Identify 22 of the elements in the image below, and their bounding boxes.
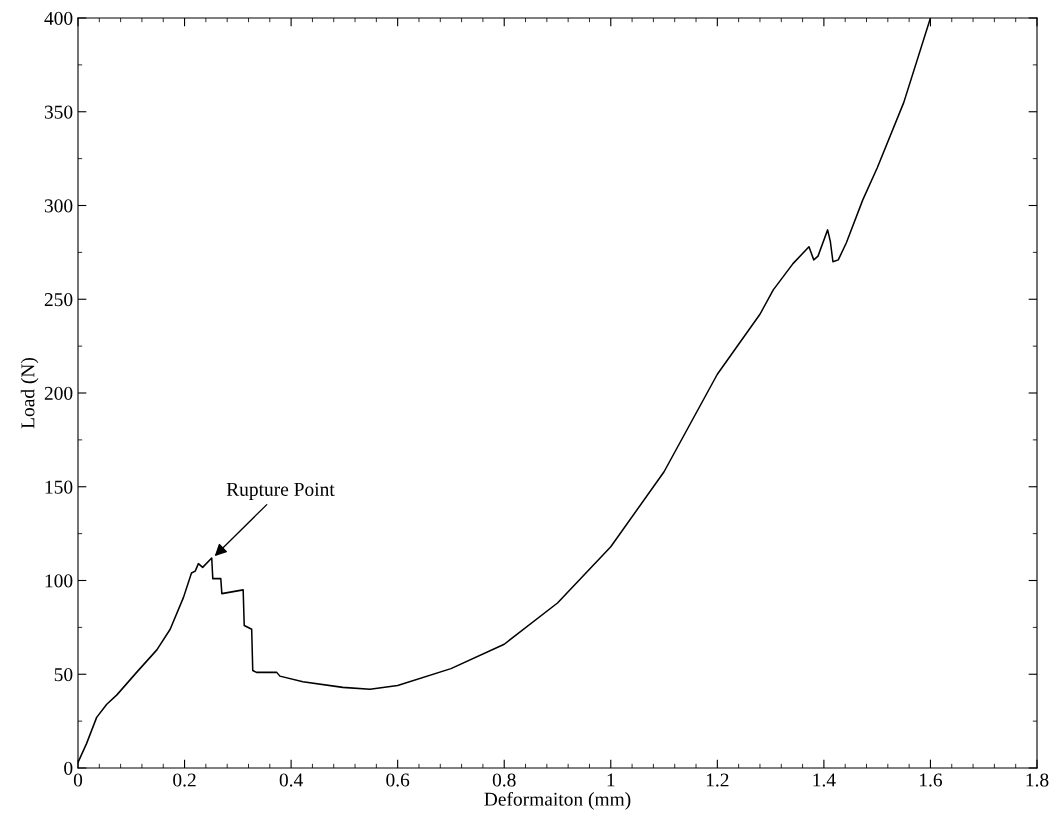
y-tick-label: 200 xyxy=(44,386,73,400)
y-tick-label: 100 xyxy=(45,574,73,588)
y-tick-label: 250 xyxy=(44,293,73,307)
x-axis-title: Deformaiton (mm) xyxy=(484,791,631,810)
x-tick-label: 0.6 xyxy=(386,773,410,787)
x-tick-label: 1.8 xyxy=(1026,773,1049,787)
x-tick-label: 0 xyxy=(73,773,83,787)
x-tick-label: 1.6 xyxy=(920,773,943,787)
y-tick-label: 300 xyxy=(44,199,73,213)
x-tick-label: 1 xyxy=(607,773,615,787)
x-tick-label: 1.2 xyxy=(706,773,729,787)
y-axis-title: Load (N) xyxy=(20,357,39,429)
y-tick-label: 350 xyxy=(44,105,73,119)
x-tick-label: 1.4 xyxy=(813,773,836,787)
y-tick-label: 50 xyxy=(54,668,73,682)
y-tick-label: 150 xyxy=(45,480,73,494)
x-tick-label: 0.8 xyxy=(492,773,516,787)
annotation: Rupture Point xyxy=(226,482,335,500)
y-tick-label: 0 xyxy=(64,761,73,775)
x-tick-label: 0.4 xyxy=(279,773,303,787)
y-tick-label: 400 xyxy=(44,11,73,25)
x-tick-label: 0.2 xyxy=(173,773,196,787)
